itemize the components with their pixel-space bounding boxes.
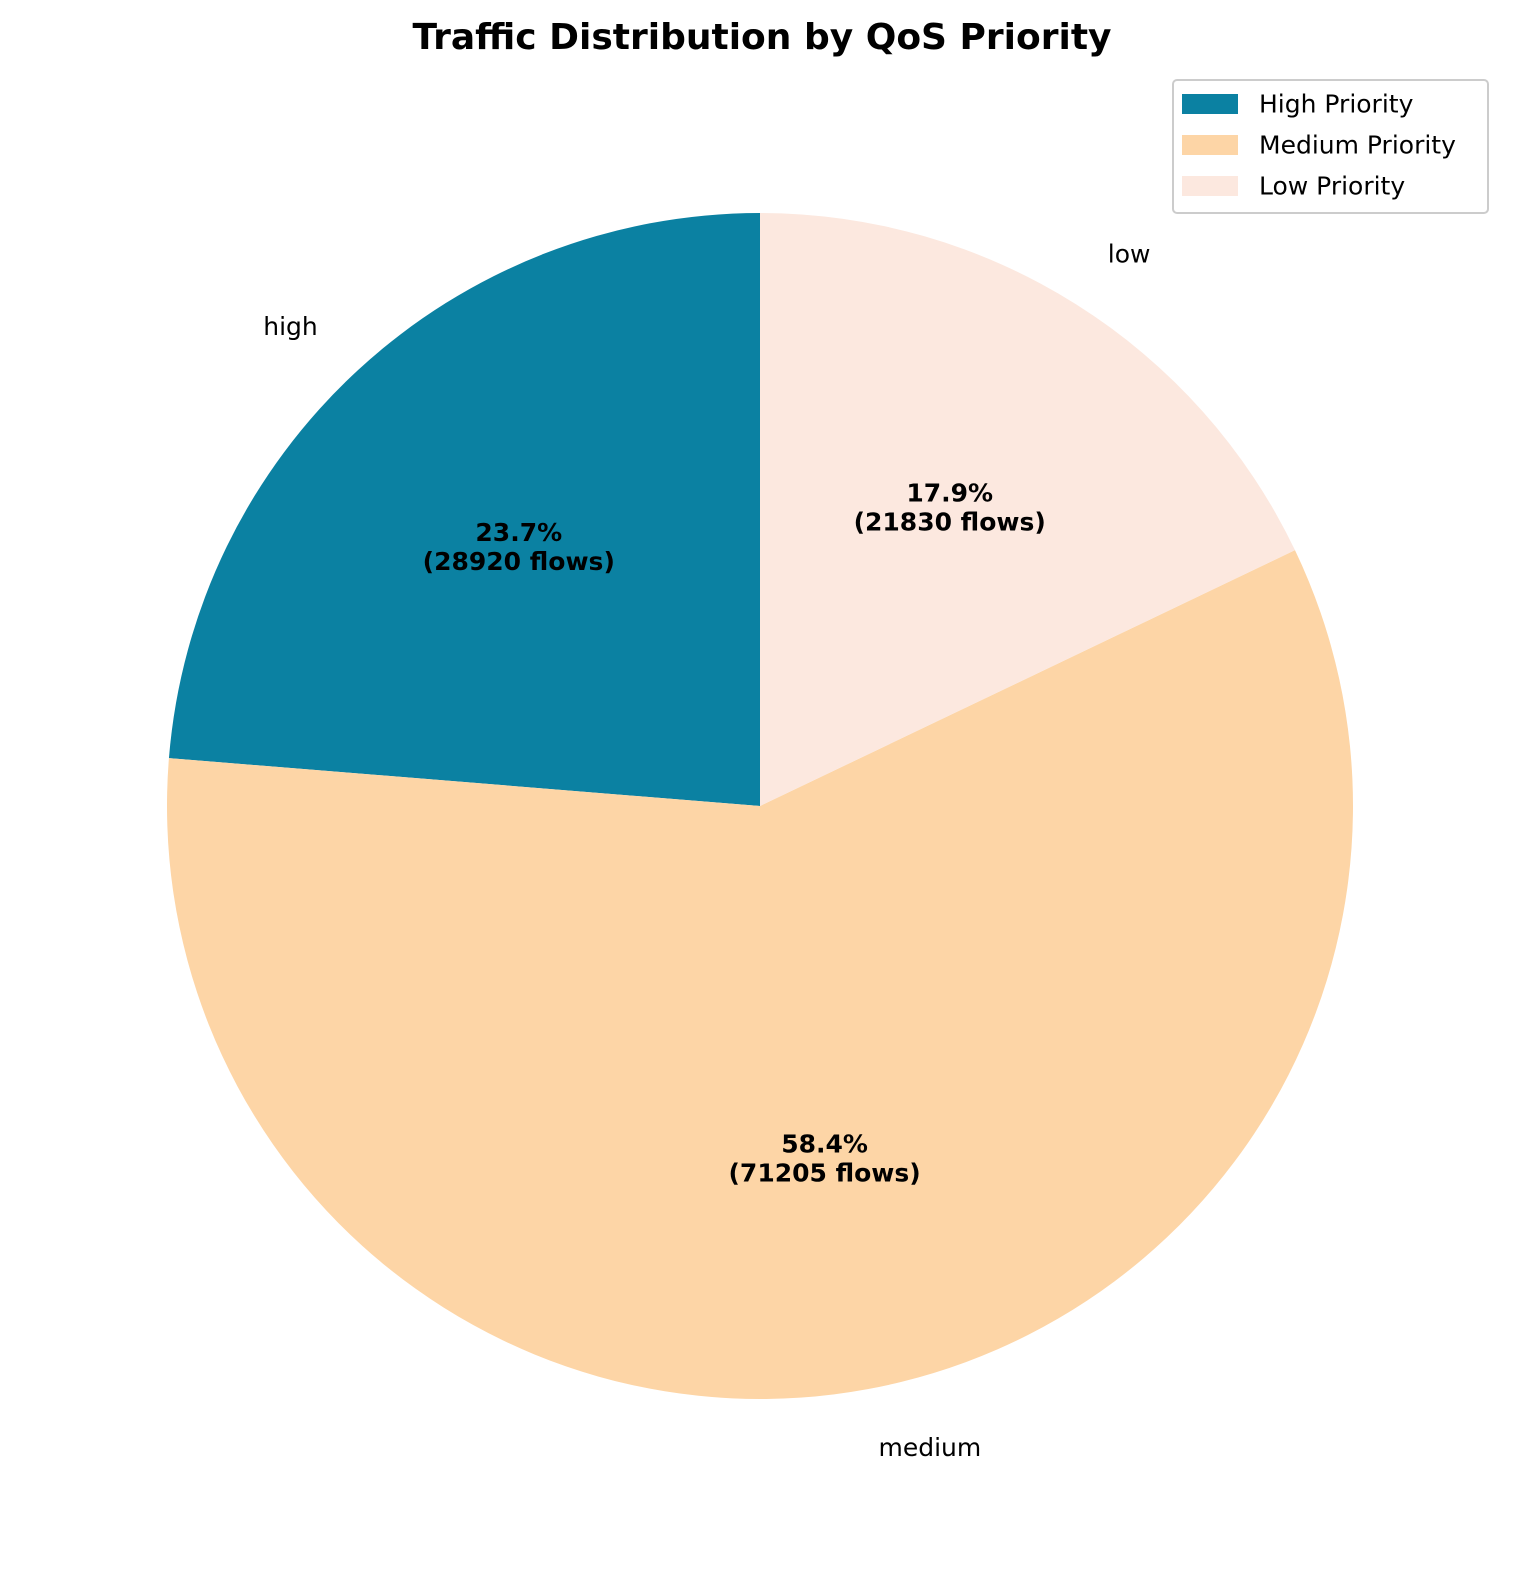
legend-label-low: Low Priority <box>1259 172 1405 201</box>
slice-label-high: high <box>263 312 318 341</box>
slice-percent-high: 23.7% <box>475 518 562 547</box>
chart-title: Traffic Distribution by QoS Priority <box>412 17 1111 58</box>
pie-slice-medium <box>167 550 1353 1399</box>
slice-label-low: low <box>1108 240 1151 269</box>
slice-percent-medium: 58.4% <box>781 1129 868 1158</box>
legend-swatch-medium <box>1182 135 1238 155</box>
legend-label-high: High Priority <box>1259 90 1414 119</box>
slice-percent-low: 17.9% <box>906 478 993 507</box>
legend-swatch-high <box>1182 94 1238 114</box>
slice-label-medium: medium <box>878 1433 981 1462</box>
pie-labels: high 23.7%(28920 flows) medium 58.4%(71205 … <box>263 240 1150 1462</box>
legend: High Priority Medium Priority Low Priority <box>1172 79 1489 214</box>
pie-slice-low <box>760 212 1295 806</box>
slice-count-medium: (71205 flows) <box>729 1158 921 1187</box>
pie-slice-high <box>168 213 760 806</box>
slice-count-high: (28920 flows) <box>423 547 615 576</box>
legend-label-medium: Medium Priority <box>1259 131 1456 160</box>
legend-frame <box>1172 79 1489 214</box>
legend-swatch-low <box>1182 176 1238 196</box>
slice-count-low: (21830 flows) <box>854 507 1046 536</box>
pie-slices <box>167 212 1353 1399</box>
